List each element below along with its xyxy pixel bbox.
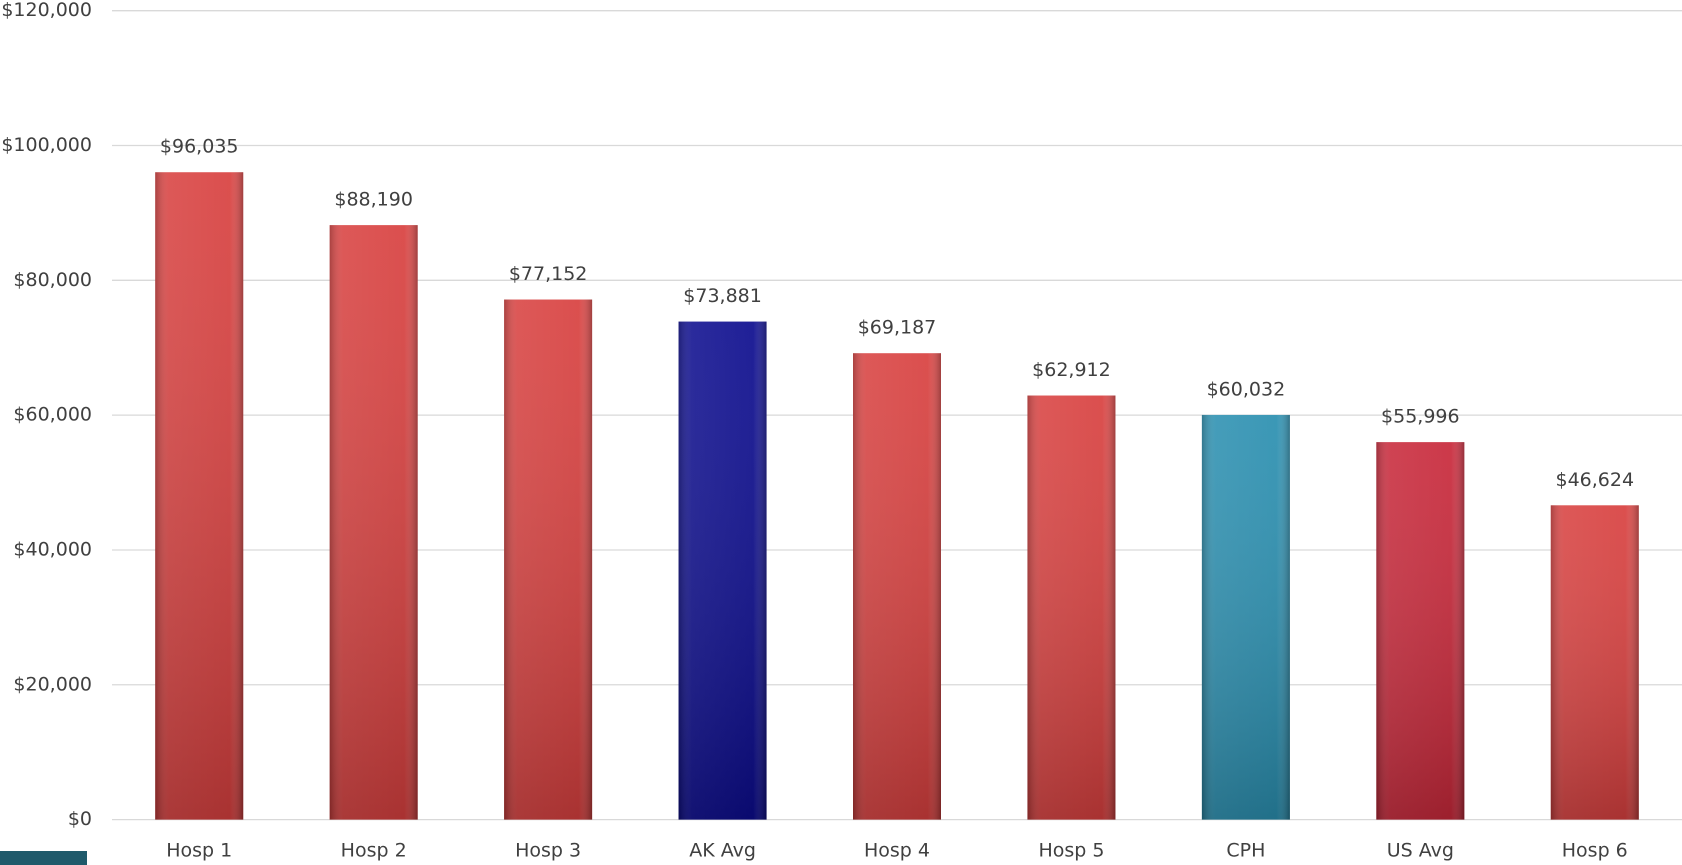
x-tick-label: CPH (1226, 840, 1265, 862)
bar-shade (1027, 395, 1116, 820)
x-tick-label: US Avg (1387, 840, 1454, 862)
x-tick-label: Hosp 5 (1038, 840, 1104, 862)
y-tick-label: $0 (68, 808, 92, 830)
bar-shade (853, 353, 941, 820)
value-label: $60,032 (1207, 378, 1286, 400)
y-tick-label: $20,000 (13, 673, 92, 695)
x-tick-label: Hosp 4 (864, 840, 930, 862)
bar-shade (1201, 414, 1290, 820)
corner-logo (0, 851, 87, 865)
x-tick-label: Hosp 6 (1562, 840, 1628, 862)
value-label: $96,035 (160, 136, 239, 158)
value-label: $73,881 (683, 285, 762, 307)
bar-shade (504, 299, 593, 820)
value-label: $69,187 (858, 317, 937, 339)
bar-shade (678, 321, 767, 820)
bar-shade (1376, 442, 1465, 820)
y-tick-label: $40,000 (13, 538, 92, 560)
x-tick-label: Hosp 3 (515, 840, 581, 862)
value-label: $62,912 (1032, 359, 1111, 381)
y-tick-label: $60,000 (13, 404, 92, 426)
bar-shade (329, 225, 418, 820)
value-label: $55,996 (1381, 406, 1460, 428)
y-tick-label: $120,000 (1, 0, 92, 21)
value-label: $77,152 (509, 263, 588, 285)
x-tick-label: AK Avg (689, 840, 756, 862)
bar-shade (1550, 505, 1639, 820)
x-tick-label: Hosp 1 (166, 840, 232, 862)
value-label: $46,624 (1555, 469, 1634, 491)
bar-shade (155, 172, 244, 820)
x-tick-label: Hosp 2 (341, 840, 407, 862)
value-label: $88,190 (334, 189, 413, 211)
y-tick-label: $100,000 (1, 134, 92, 156)
y-tick-label: $80,000 (13, 269, 92, 291)
